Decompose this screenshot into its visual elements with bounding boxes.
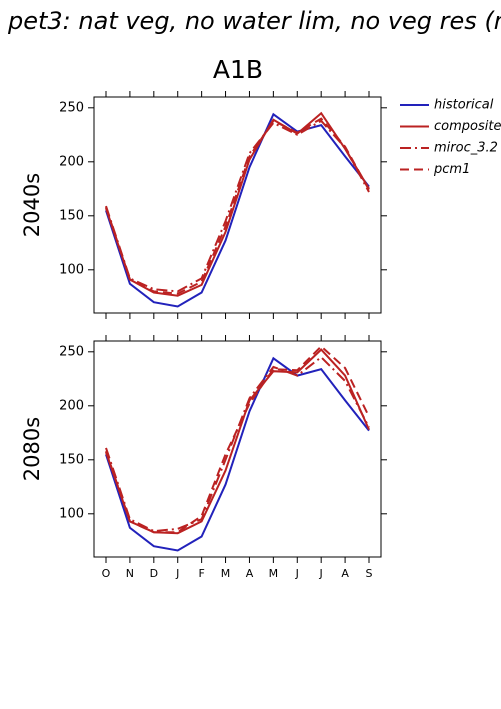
x-tick-label: N (126, 567, 134, 580)
page-title: pet3: nat veg, no water lim, no veg res … (7, 7, 501, 35)
y-tick-label: 250 (59, 100, 84, 115)
x-tick-label: J (175, 567, 179, 580)
y-tick-label: 150 (59, 452, 84, 467)
y-tick-label: 100 (59, 506, 84, 521)
x-tick-label: A (341, 567, 349, 580)
legend-label: pcm1 (433, 162, 470, 177)
x-tick-label: S (366, 567, 373, 580)
series-line (105, 348, 370, 535)
legend-label: composite (434, 119, 501, 134)
series-line (105, 117, 370, 295)
panel-frame (93, 96, 382, 314)
x-tick-label: M (221, 567, 231, 580)
legend-label: historical (434, 98, 494, 113)
y-tick-label: 200 (59, 398, 84, 413)
y-tick-label: 250 (59, 344, 84, 359)
row-label: 2080s (20, 417, 44, 481)
series-line (105, 119, 370, 293)
row-label: 2040s (20, 173, 44, 237)
y-tick-label: 100 (59, 262, 84, 277)
series-line (105, 112, 370, 308)
series-line (105, 345, 370, 534)
series-line (105, 356, 370, 552)
x-tick-label: J (319, 567, 323, 580)
y-tick-label: 150 (59, 208, 84, 223)
legend-label: miroc_3.2 (434, 141, 498, 156)
panel-frame (93, 340, 382, 558)
x-tick-label: D (150, 567, 158, 580)
x-tick-label: M (269, 567, 279, 580)
column-label: A1B (213, 55, 263, 84)
y-tick-label: 200 (59, 154, 84, 169)
series-line (105, 355, 370, 533)
x-tick-label: F (198, 567, 204, 580)
x-tick-label: J (295, 567, 299, 580)
x-tick-label: A (246, 567, 254, 580)
x-tick-label: O (102, 567, 111, 580)
